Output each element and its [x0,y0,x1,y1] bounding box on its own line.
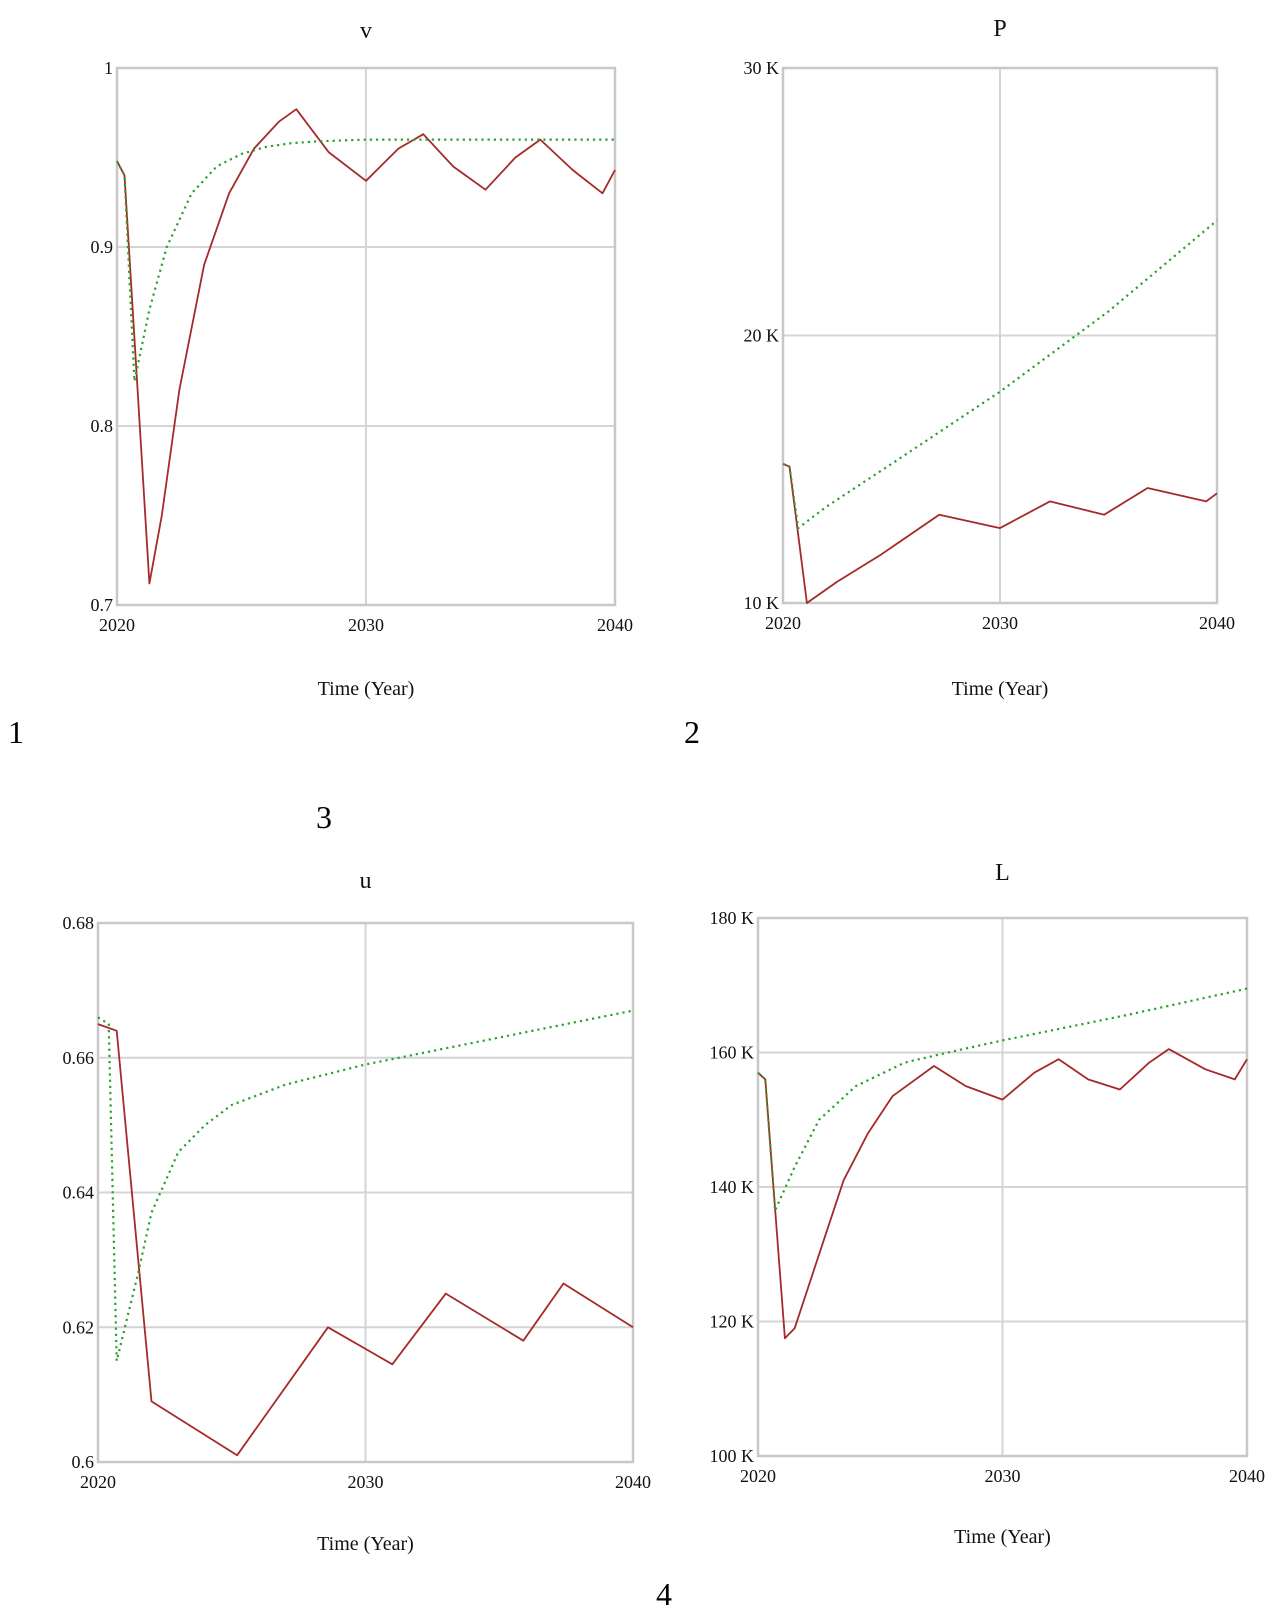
chart-title: v [360,18,372,44]
y-tick-label: 0.7 [91,595,114,615]
y-tick-label: 0.9 [91,237,114,257]
chart-title: u [360,868,372,894]
x-tick-label: 2030 [985,1466,1021,1486]
x-axis-label: Time (Year) [952,678,1049,700]
x-tick-label: 2040 [1199,613,1235,633]
y-tick-label: 120 K [710,1312,755,1332]
chart-panel-p: 10 K 20 K 30 K 2020 2030 2040 P Time (Year) [744,16,1236,700]
series-line-dotted [757,987,1248,1212]
y-tick-label: 0.66 [63,1048,95,1068]
chart-panel-v: 0.7 0.8 0.9 1 2020 2030 2040 v Time (Year) [91,18,634,700]
y-tick-label: 20 K [744,326,780,346]
series-line-solid [116,108,616,585]
y-tick-label: 160 K [710,1043,755,1063]
series-line-dotted [116,138,615,383]
x-tick-label: 2020 [765,613,801,633]
x-tick-label: 2040 [1229,1466,1265,1486]
panel-number-1: 1 [8,714,24,750]
panel-number-3: 3 [316,799,332,835]
y-tick-label: 1 [104,58,113,78]
y-tick-label: 0.8 [91,416,114,436]
series-line-solid [782,463,1218,604]
series-line-dotted [97,1009,634,1363]
x-tick-label: 2030 [982,613,1018,633]
series-line-dotted [782,219,1218,530]
y-tick-label: 140 K [710,1177,755,1197]
x-tick-label: 2040 [597,615,633,635]
x-axis-label: Time (Year) [318,678,415,700]
y-tick-label: 0.6 [72,1452,95,1472]
chart-panel-u: 0.6 0.62 0.64 0.66 0.68 2020 2030 2040 u Time (Ye… [63,868,652,1555]
x-tick-label: 2020 [740,1466,776,1486]
x-tick-label: 2020 [80,1472,116,1492]
chart-title: P [993,16,1006,42]
panel-number-4: 4 [656,1576,672,1611]
series-line-solid [97,1023,634,1457]
panel-number-2: 2 [684,714,700,750]
x-axis-label: Time (Year) [954,1526,1051,1548]
x-axis-label: Time (Year) [317,1533,414,1555]
x-tick-label: 2030 [348,1472,384,1492]
x-tick-label: 2020 [99,615,135,635]
y-tick-label: 100 K [710,1446,755,1466]
plot-frame [96,921,635,1464]
y-tick-label: 10 K [744,593,780,613]
chart-title: L [995,860,1010,886]
chart-panel-l: 100 K 120 K 140 K 160 K 180 K 2020 2030 2040 L Ti… [710,860,1266,1548]
y-tick-label: 180 K [710,908,755,928]
plot-frame [756,916,1249,1458]
y-tick-label: 0.64 [63,1183,95,1203]
plot-frame [115,66,617,607]
y-tick-label: 0.68 [63,913,95,933]
x-tick-label: 2030 [348,615,384,635]
y-tick-label: 30 K [744,58,780,78]
x-tick-label: 2040 [615,1472,651,1492]
series-line-solid [757,1048,1248,1340]
plot-frame [781,66,1219,605]
y-tick-label: 0.62 [63,1317,95,1337]
